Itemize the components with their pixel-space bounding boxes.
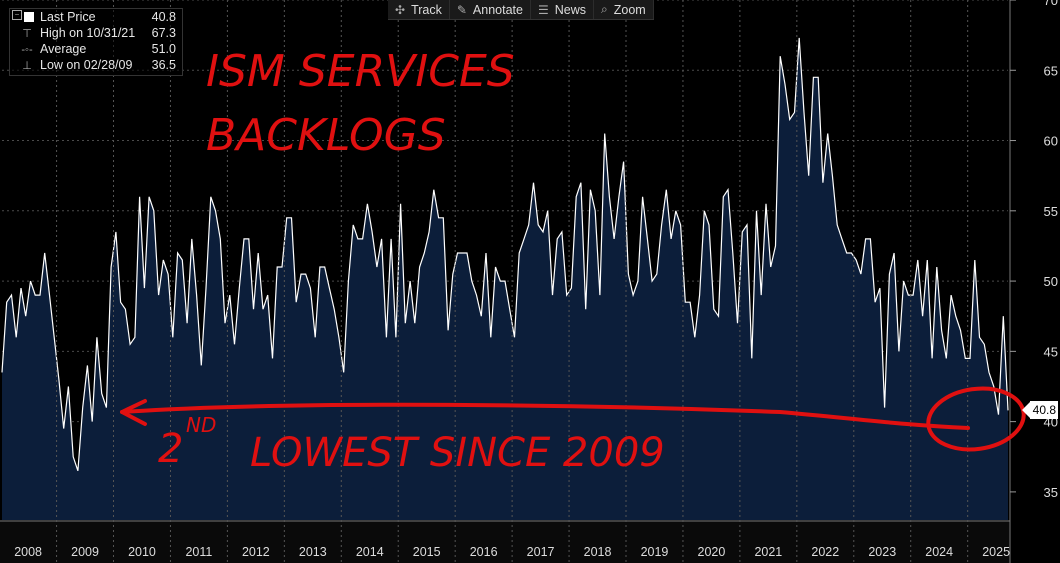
- annotation-arrow-line: [120, 402, 970, 430]
- area-fill: [2, 37, 1008, 521]
- chart-toolbar: ✣ Track ✎ Annotate ☰ News ⌕ Zoom: [388, 0, 654, 20]
- x-tick-label: 2022: [811, 545, 839, 559]
- y-tick-label: 55: [1044, 204, 1058, 219]
- legend-high: ⊤ High on 10/31/21 67.3: [10, 25, 182, 41]
- annotation-note-number: 2: [158, 426, 183, 472]
- x-tick-label: 2014: [356, 545, 384, 559]
- zoom-button[interactable]: ⌕ Zoom: [594, 0, 654, 19]
- news-icon: ☰: [537, 2, 549, 17]
- x-tick-label: 2012: [242, 545, 270, 559]
- x-tick-label: 2020: [698, 545, 726, 559]
- y-tick-label: 50: [1044, 274, 1058, 289]
- pencil-icon: ✎: [456, 2, 467, 17]
- y-tick-label: 60: [1044, 134, 1058, 149]
- last-value-badge: 40.8: [1022, 401, 1058, 420]
- x-tick-label: 2018: [584, 545, 612, 559]
- y-tick-label: 35: [1044, 485, 1058, 500]
- collapse-icon[interactable]: −: [12, 10, 22, 20]
- magnifier-icon: ⌕: [601, 2, 608, 16]
- y-tick-label: 45: [1044, 344, 1058, 359]
- annotation-note-superscript: ND: [186, 413, 216, 437]
- x-tick-label: 2013: [299, 545, 327, 559]
- x-tick-label: 2016: [470, 545, 498, 559]
- x-axis-labels: 2008 2009 2010 2011 2012 2013 2014 2015 2016 2017…: [14, 545, 1010, 559]
- x-tick-label: 2017: [527, 545, 555, 559]
- x-tick-label: 2010: [128, 545, 156, 559]
- track-button[interactable]: ✣ Track: [388, 0, 450, 19]
- x-tick-label: 2025: [982, 545, 1010, 559]
- x-tick-label: 2009: [71, 545, 99, 559]
- x-tick-label: 2019: [641, 545, 669, 559]
- legend: − Last Price 40.8 ⊤ High on 10/31/21 67.…: [9, 8, 183, 76]
- track-label: Track: [411, 2, 442, 17]
- zoom-label: Zoom: [613, 2, 646, 17]
- legend-label: Low on 02/28/09: [40, 58, 133, 72]
- x-tick-label: 2011: [185, 545, 212, 559]
- x-tick-label: 2023: [868, 545, 896, 559]
- news-label: News: [554, 2, 586, 17]
- legend-value: 51.0: [151, 42, 176, 56]
- low-marker-icon: ⊥: [22, 60, 32, 72]
- average-marker-icon: -◦-: [21, 44, 33, 56]
- annotation-note-text: LOWEST SINCE 2009: [250, 430, 665, 476]
- annotation-title-line1: ISM SERVICES: [206, 46, 515, 97]
- x-tick-label: 2024: [925, 545, 953, 559]
- legend-swatch: [24, 12, 34, 22]
- legend-last-price[interactable]: − Last Price 40.8: [10, 9, 182, 25]
- x-tick-label: 2015: [413, 545, 441, 559]
- legend-average: -◦- Average 51.0: [10, 41, 182, 57]
- legend-label: High on 10/31/21: [40, 26, 136, 40]
- y-tick-label: 70: [1044, 0, 1058, 8]
- annotate-button[interactable]: ✎ Annotate: [450, 0, 531, 19]
- legend-value: 67.3: [151, 26, 176, 40]
- legend-value: 40.8: [151, 10, 176, 24]
- legend-label: Last Price: [40, 10, 96, 24]
- year-separators: [0, 0, 1011, 563]
- legend-value: 36.5: [151, 58, 176, 72]
- y-tick-label: 65: [1044, 63, 1058, 78]
- crosshair-icon: ✣: [395, 2, 406, 17]
- news-button[interactable]: ☰ News: [531, 0, 594, 19]
- high-marker-icon: ⊤: [22, 28, 32, 40]
- annotation-title-line2: BACKLOGS: [206, 110, 446, 161]
- legend-low: ⊥ Low on 02/28/09 36.5: [10, 57, 182, 73]
- legend-label: Average: [40, 42, 87, 56]
- x-tick-label: 2008: [14, 545, 42, 559]
- annotate-label: Annotate: [472, 2, 523, 17]
- x-axis-band: [0, 520, 1010, 563]
- annotation-arrowhead: [120, 399, 147, 426]
- series-line: [1, 37, 1009, 471]
- x-tick-label: 2021: [754, 545, 782, 559]
